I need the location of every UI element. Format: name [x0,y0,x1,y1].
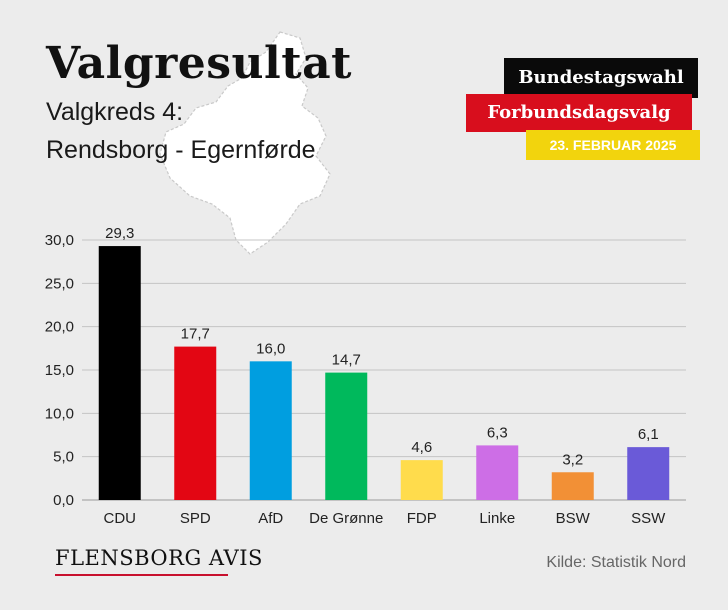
newspaper-logo: FLENSBORG AVIS [55,546,263,576]
logo-underline [55,574,228,576]
x-tick-label: BSW [556,510,591,527]
y-tick-label: 0,0 [53,492,74,509]
x-tick-label: De Grønne [309,510,383,527]
constituency-map-silhouette [159,31,331,255]
data-label: 17,7 [181,326,210,343]
y-tick-label: 20,0 [45,319,74,336]
badge-election-date: 23. FEBRUAR 2025 [526,130,700,160]
bar-chart: 0,0 5,0 10,0 15,0 20,0 25,0 30,0 29,3 CDU 17,7 SPD… [45,225,686,527]
data-label: 29,3 [105,225,134,242]
constituency-name: Rendsborg - Egernførde [46,136,316,164]
data-label: 6,1 [638,426,659,443]
bar-afd [249,361,292,500]
data-label: 4,6 [411,439,432,456]
data-label: 16,0 [256,340,285,357]
x-tick-label: CDU [104,510,137,527]
data-label: 6,3 [487,424,508,441]
badge-forbundsdagsvalg: Forbundsdagsvalg [466,94,692,132]
bar-bsw [551,472,594,500]
x-tick-label: SSW [631,510,666,527]
y-tick-label: 30,0 [45,232,74,249]
y-tick-label: 15,0 [45,362,74,379]
y-tick-label: 5,0 [53,449,74,466]
bar-spd [174,346,217,500]
page-title: Valgresultat [46,38,352,89]
logo-text: FLENSBORG AVIS [55,546,263,570]
constituency-label: Valgkreds 4: [46,98,184,126]
bar-linke [476,445,519,500]
source-note: Kilde: Statistik Nord [546,554,686,571]
badge-bundestagswahl: Bundestagswahl [504,58,698,98]
bar-ssw [627,447,670,500]
bar-cdu [98,246,141,500]
data-label: 14,7 [332,352,361,369]
bar-de-gr-nne [325,372,368,500]
x-tick-label: Linke [479,510,515,527]
x-tick-label: SPD [180,510,211,527]
data-label: 3,2 [562,451,583,468]
y-tick-label: 25,0 [45,275,74,292]
y-tick-label: 10,0 [45,405,74,422]
bar-fdp [400,460,443,500]
x-tick-label: AfD [258,510,283,527]
x-tick-label: FDP [407,510,437,527]
